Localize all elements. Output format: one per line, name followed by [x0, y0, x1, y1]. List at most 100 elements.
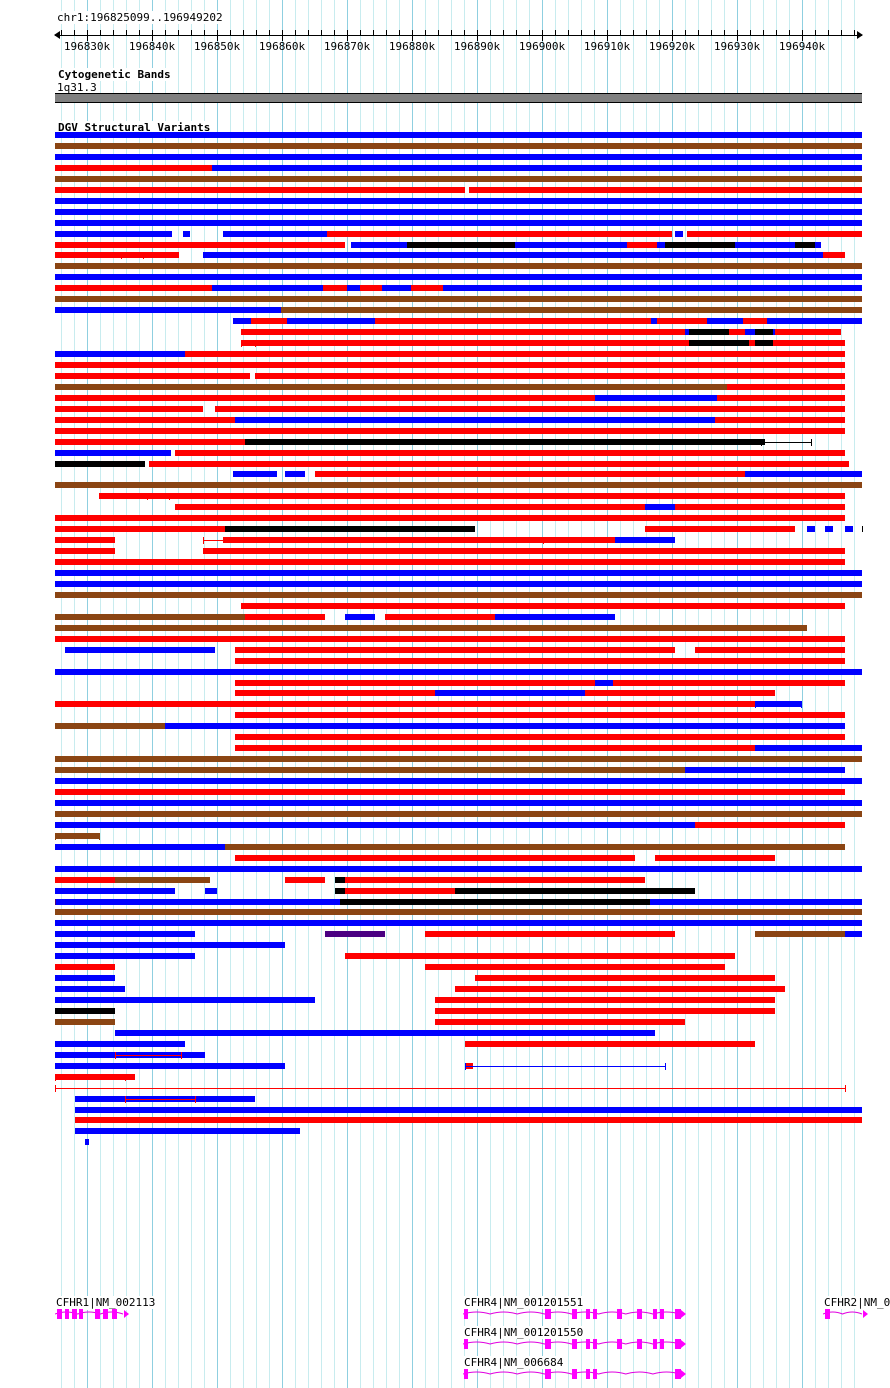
variant-bar[interactable] — [55, 942, 285, 948]
variant-bar[interactable] — [807, 526, 815, 532]
variant-bar[interactable] — [689, 340, 749, 346]
variant-bar[interactable] — [435, 997, 775, 1003]
variant-bar[interactable] — [755, 242, 765, 248]
variant-bar[interactable] — [185, 351, 845, 357]
variant-bar[interactable] — [55, 767, 845, 773]
variant-bar[interactable] — [55, 625, 807, 631]
variant-bar[interactable] — [351, 242, 821, 248]
gene-exon[interactable] — [660, 1309, 664, 1319]
variant-bar[interactable] — [281, 307, 862, 313]
variant-bar[interactable] — [55, 548, 115, 554]
variant-bar[interactable] — [689, 329, 729, 335]
variant-bar[interactable] — [235, 734, 845, 740]
gene-label[interactable]: CFHR2|NM_00 — [823, 1296, 890, 1309]
variant-bar[interactable] — [755, 931, 845, 937]
variant-bar[interactable] — [55, 263, 862, 269]
variant-bar[interactable] — [435, 1008, 775, 1014]
gene-exon[interactable] — [617, 1309, 622, 1319]
refseq-gene-track[interactable]: CFHR1|NM_002113 CFHR4|NM_001201551 CFHR4|N… — [55, 1296, 890, 1388]
gene-exon[interactable] — [65, 1309, 69, 1319]
variant-bar[interactable] — [345, 953, 735, 959]
variant-bar[interactable] — [55, 1041, 185, 1047]
variant-bar[interactable] — [340, 899, 650, 905]
variant-bar[interactable] — [862, 526, 863, 532]
gene-exon[interactable] — [572, 1309, 577, 1319]
variant-bar[interactable] — [65, 647, 215, 653]
gene-exon[interactable] — [653, 1339, 657, 1349]
variant-bar[interactable] — [55, 384, 727, 390]
gene-exon[interactable] — [57, 1309, 62, 1319]
variant-connector-line[interactable] — [755, 704, 801, 705]
variant-bar[interactable] — [55, 165, 212, 171]
variant-bar[interactable] — [55, 953, 195, 959]
variant-bar[interactable] — [245, 439, 765, 445]
variant-connector-line[interactable] — [241, 343, 255, 344]
variant-bar[interactable] — [149, 461, 849, 467]
variant-bar[interactable] — [327, 231, 672, 237]
variant-bar[interactable] — [55, 143, 862, 149]
gene-exon[interactable] — [103, 1309, 108, 1319]
gene-exon[interactable] — [586, 1339, 590, 1349]
variant-bar[interactable] — [455, 986, 785, 992]
variant-bar[interactable] — [407, 242, 515, 248]
variant-bar[interactable] — [75, 1117, 862, 1123]
variant-bar[interactable] — [755, 340, 773, 346]
variant-bar[interactable] — [235, 647, 675, 653]
variant-bar[interactable] — [225, 526, 475, 532]
gene-exon[interactable] — [545, 1309, 551, 1319]
variant-bar[interactable] — [823, 252, 845, 258]
variant-bar[interactable] — [115, 1030, 655, 1036]
gene-label[interactable]: CFHR4|NM_001201550 — [463, 1326, 585, 1339]
variant-bar[interactable] — [755, 329, 773, 335]
variant-bar[interactable] — [55, 132, 862, 138]
variant-bar[interactable] — [55, 833, 99, 839]
variant-bar[interactable] — [475, 975, 775, 981]
variant-bar[interactable] — [55, 482, 862, 488]
variant-bar[interactable] — [795, 242, 815, 248]
variant-bar[interactable] — [755, 745, 862, 751]
gene-exon[interactable] — [675, 1339, 681, 1349]
variant-bar[interactable] — [645, 504, 675, 510]
variant-bar[interactable] — [55, 669, 862, 675]
variant-bar[interactable] — [55, 242, 345, 248]
variant-bar[interactable] — [695, 822, 845, 828]
variant-bar[interactable] — [235, 855, 635, 861]
gene-exon[interactable] — [617, 1339, 622, 1349]
variant-bar[interactable] — [55, 537, 115, 543]
variant-bar[interactable] — [55, 570, 862, 576]
gene-label[interactable]: CFHR4|NM_006684 — [463, 1356, 565, 1369]
gene-exon[interactable] — [593, 1309, 597, 1319]
variant-bar[interactable] — [223, 537, 623, 543]
variant-bar[interactable] — [55, 899, 56, 905]
gene-exon[interactable] — [79, 1309, 83, 1319]
variant-bar[interactable] — [55, 231, 172, 237]
variant-bar[interactable] — [55, 877, 115, 883]
variant-bar[interactable] — [55, 274, 862, 280]
variant-bar[interactable] — [687, 231, 862, 237]
variant-bar[interactable] — [55, 789, 845, 795]
variant-bar[interactable] — [55, 417, 235, 423]
variant-connector-line[interactable] — [125, 1099, 195, 1100]
gene-exon[interactable] — [637, 1309, 642, 1319]
variant-bar[interactable] — [255, 373, 845, 379]
gene-exon[interactable] — [464, 1339, 468, 1349]
variant-bar[interactable] — [235, 712, 845, 718]
gene-exon[interactable] — [825, 1309, 830, 1319]
variant-connector-line[interactable] — [761, 442, 811, 443]
variant-bar[interactable] — [165, 723, 845, 729]
gene-exon[interactable] — [586, 1369, 590, 1379]
variant-bar[interactable] — [595, 395, 717, 401]
variant-connector-line[interactable] — [55, 1077, 125, 1078]
variant-bar[interactable] — [55, 209, 862, 215]
variant-connector-line[interactable] — [55, 1088, 845, 1089]
variant-bar[interactable] — [55, 778, 862, 784]
variant-bar[interactable] — [345, 888, 455, 894]
gene-exon[interactable] — [572, 1339, 577, 1349]
variant-bar[interactable] — [345, 614, 375, 620]
variant-bar[interactable] — [241, 340, 831, 346]
variant-bar[interactable] — [235, 428, 845, 434]
variant-bar[interactable] — [55, 636, 845, 642]
variant-bar[interactable] — [55, 439, 245, 445]
variant-bar[interactable] — [55, 515, 845, 521]
dgv-variant-track[interactable] — [55, 132, 863, 1272]
